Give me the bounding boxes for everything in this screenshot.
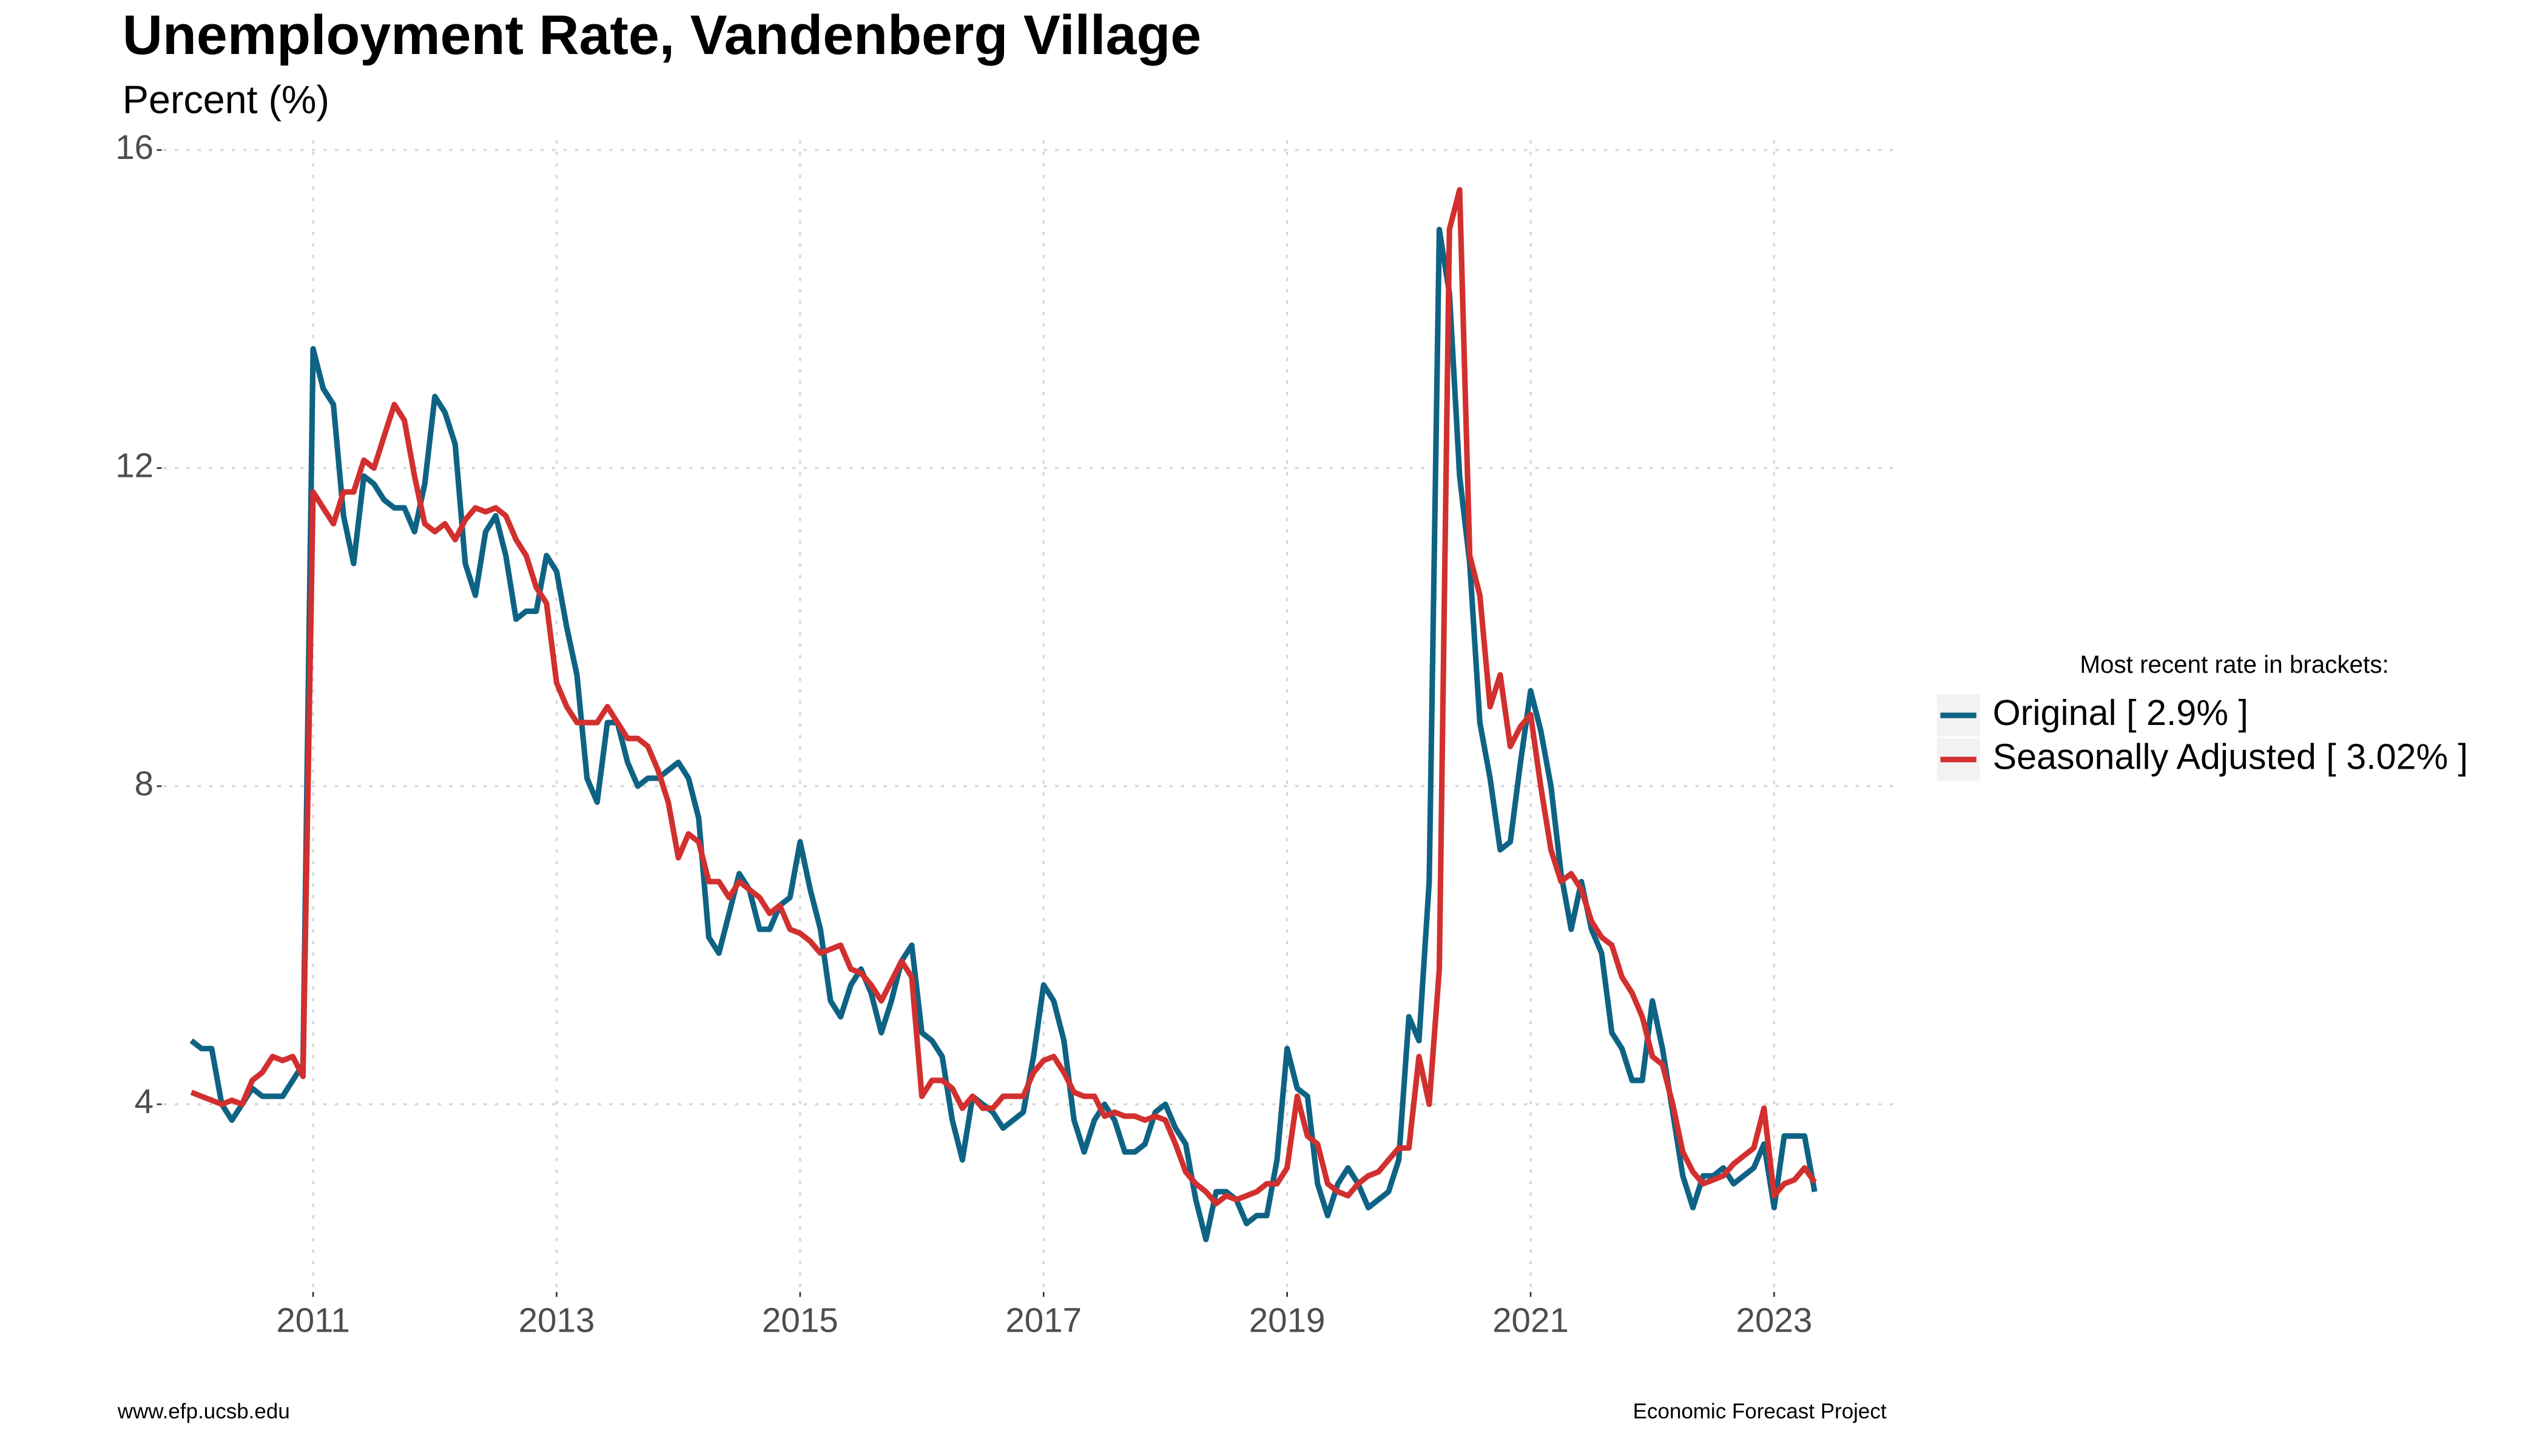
x-tick-label: 2023 xyxy=(1736,1301,1813,1340)
x-tick-label: 2011 xyxy=(276,1301,350,1340)
source-left: www.efp.ucsb.edu xyxy=(117,1400,290,1423)
chart-subtitle: Percent (%) xyxy=(123,78,329,122)
x-tick-label: 2019 xyxy=(1249,1301,1326,1340)
y-tick-label: 16 xyxy=(115,128,153,166)
x-tick-label: 2013 xyxy=(519,1301,595,1340)
source-right: Economic Forecast Project xyxy=(1633,1400,1887,1423)
y-tick-label: 12 xyxy=(115,447,153,485)
legend-title: Most recent rate in brackets: xyxy=(2080,650,2388,678)
y-tick-label: 8 xyxy=(135,764,153,803)
legend-label: Original [ 2.9% ] xyxy=(1993,692,2248,733)
x-tick-label: 2021 xyxy=(1492,1301,1569,1340)
series-line xyxy=(190,187,1817,1207)
chart-title: Unemployment Rate, Vandenberg Village xyxy=(123,4,1201,66)
legend-label: Seasonally Adjusted [ 3.02% ] xyxy=(1993,736,2469,777)
x-tick-label: 2015 xyxy=(762,1301,838,1340)
y-tick-label: 4 xyxy=(135,1082,153,1121)
x-tick-label: 2017 xyxy=(1005,1301,1082,1340)
